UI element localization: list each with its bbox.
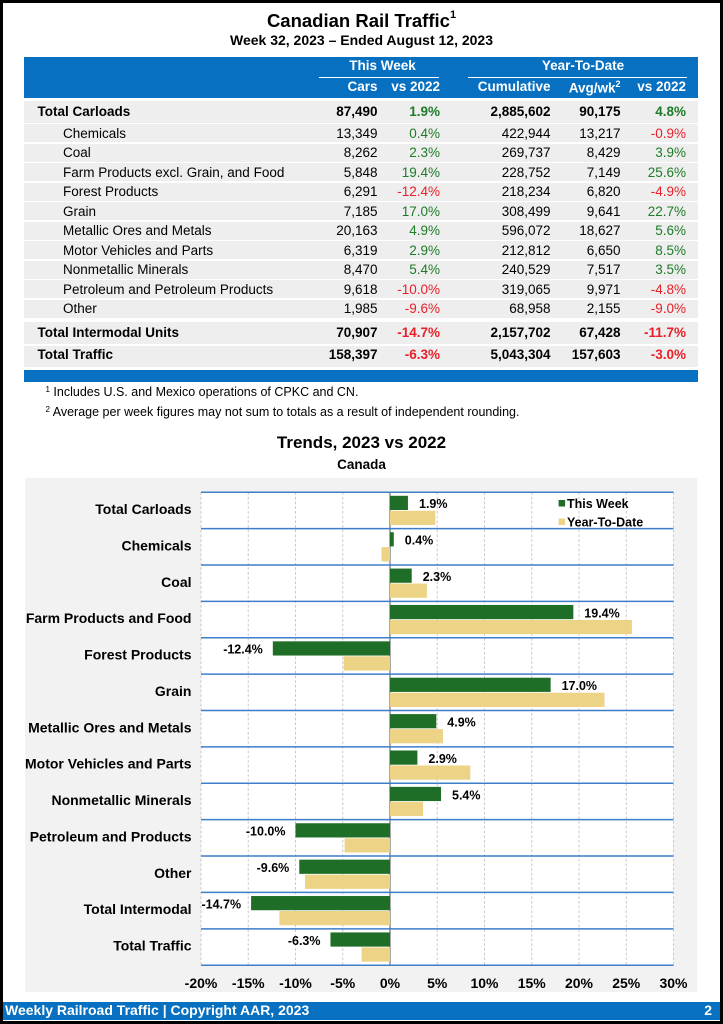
svg-text:0%: 0% — [380, 975, 401, 991]
svg-text:0.4%: 0.4% — [405, 534, 434, 548]
svg-text:4.9%: 4.9% — [447, 716, 476, 730]
svg-text:-12.4%: -12.4% — [223, 643, 263, 657]
svg-text:5%: 5% — [427, 975, 448, 991]
svg-text:15%: 15% — [518, 975, 547, 991]
svg-text:Petroleum and Products: Petroleum and Products — [30, 829, 192, 845]
svg-text:This Week: This Week — [567, 497, 629, 511]
svg-text:-14.7%: -14.7% — [201, 897, 241, 911]
svg-text:-10.0%: -10.0% — [246, 825, 286, 839]
svg-text:-10%: -10% — [279, 975, 312, 991]
svg-text:2.9%: 2.9% — [428, 752, 457, 766]
svg-text:19.4%: 19.4% — [584, 606, 619, 620]
svg-text:Farm Products and Food: Farm Products and Food — [26, 610, 192, 626]
svg-text:Metallic Ores and Metals: Metallic Ores and Metals — [28, 719, 192, 735]
svg-text:25%: 25% — [612, 975, 641, 991]
svg-text:Total Carloads: Total Carloads — [95, 501, 191, 517]
svg-text:Motor Vehicles and Parts: Motor Vehicles and Parts — [25, 756, 192, 772]
svg-text:Forest Products: Forest Products — [84, 647, 192, 663]
svg-text:Year-To-Date: Year-To-Date — [567, 516, 643, 530]
svg-text:Coal: Coal — [161, 574, 191, 590]
svg-text:2.3%: 2.3% — [423, 570, 452, 584]
svg-text:-6.3%: -6.3% — [288, 934, 321, 948]
svg-text:Other: Other — [154, 865, 192, 881]
svg-text:Chemicals: Chemicals — [121, 537, 191, 553]
svg-text:-15%: -15% — [232, 975, 265, 991]
svg-text:5.4%: 5.4% — [452, 788, 481, 802]
svg-text:-5%: -5% — [330, 975, 355, 991]
svg-text:17.0%: 17.0% — [562, 679, 597, 693]
svg-text:-20%: -20% — [185, 975, 218, 991]
svg-text:-9.6%: -9.6% — [257, 861, 290, 875]
svg-text:20%: 20% — [565, 975, 594, 991]
svg-text:Nonmetallic Minerals: Nonmetallic Minerals — [51, 792, 191, 808]
svg-text:Total Intermodal: Total Intermodal — [84, 901, 192, 917]
svg-text:Total Traffic: Total Traffic — [113, 938, 192, 954]
svg-text:1.9%: 1.9% — [419, 497, 448, 511]
svg-text:30%: 30% — [659, 975, 688, 991]
svg-text:10%: 10% — [470, 975, 499, 991]
svg-text:Grain: Grain — [155, 683, 192, 699]
